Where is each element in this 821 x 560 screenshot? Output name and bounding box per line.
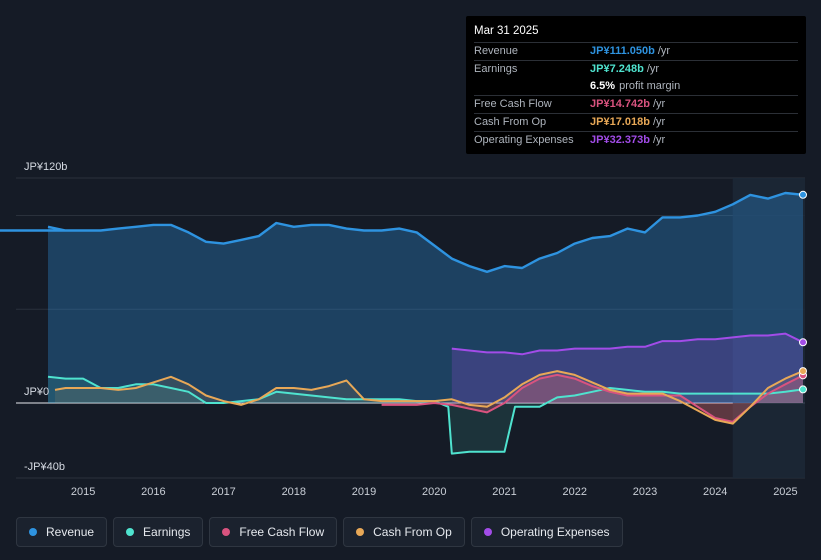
line-operating-expenses <box>451 332 804 356</box>
tooltip-row-revenue: Revenue JP¥111.050b /yr <box>474 42 798 60</box>
free-cash-flow-dot-icon <box>222 528 231 536</box>
legend-item-revenue[interactable]: Revenue <box>16 517 108 547</box>
legend-item-cash-from-op[interactable]: Cash From Op <box>343 517 465 547</box>
x-axis-tick-label: 2016 <box>141 486 165 498</box>
tooltip-row-free-cash-flow: Free Cash Flow JP¥14.742b /yr <box>474 95 798 113</box>
endpoint-earnings <box>799 385 807 394</box>
endpoint-cash-from-op <box>799 367 807 376</box>
tooltip-label: Free Cash Flow <box>474 98 552 110</box>
revenue-dot-icon <box>29 528 37 536</box>
earnings-dot-icon <box>126 528 135 536</box>
line-free-cash-flow <box>381 373 804 423</box>
tooltip-value: 6.5% <box>590 80 616 92</box>
x-axis-tick-label: 2022 <box>563 486 587 498</box>
tooltip-unit: /yr <box>652 98 666 110</box>
y-axis-labels: JP¥120b JP¥0 -JP¥40b <box>24 161 67 473</box>
tooltip-unit: /yr <box>652 116 666 128</box>
tooltip-row-profit-margin: 6.5% profit margin <box>474 78 798 95</box>
tooltip-date: Mar 31 2025 <box>474 25 539 37</box>
legend-label: Free Cash Flow <box>239 525 325 539</box>
tooltip-row-earnings: Earnings JP¥7.248b /yr <box>474 60 798 78</box>
tooltip-row-operating-expenses: Operating Expenses JP¥32.373b /yr <box>474 131 798 149</box>
tooltip-value: JP¥17.018b <box>590 116 650 128</box>
area-earnings <box>48 376 803 454</box>
legend-label: Operating Expenses <box>500 525 610 539</box>
forecast-band <box>732 178 805 478</box>
x-axis-tick-label: 2015 <box>71 486 95 498</box>
endpoint-revenue <box>799 190 807 199</box>
tooltip-unit: profit margin <box>619 80 681 92</box>
tooltip-value: JP¥14.742b <box>590 98 650 110</box>
x-axis-tick-label: 2017 <box>211 486 235 498</box>
line-revenue <box>0 191 804 273</box>
x-axis-tick-label: 2021 <box>492 486 516 498</box>
x-axis-tick-label: 2020 <box>422 486 446 498</box>
x-axis-labels: 2015 2016 2017 2018 2019 2020 2021 2022 2023 2024… <box>71 486 798 498</box>
tooltip-panel: Mar 31 2025 Revenue JP¥111.050b /yr Earn… <box>466 16 806 154</box>
y-axis-label: -JP¥40b <box>24 461 65 473</box>
tooltip-value: JP¥32.373b <box>590 134 650 146</box>
line-cash-from-op <box>54 370 804 425</box>
series-lines <box>0 191 804 455</box>
cash-from-op-dot-icon <box>356 528 365 536</box>
tooltip-value: JP¥7.248b <box>590 63 644 75</box>
y-axis-label: JP¥120b <box>24 161 67 173</box>
tooltip-label: Cash From Op <box>474 116 547 128</box>
x-axis-tick-label: 2023 <box>633 486 657 498</box>
legend-item-free-cash-flow[interactable]: Free Cash Flow <box>209 517 338 547</box>
legend-label: Earnings <box>143 525 191 539</box>
tooltip-unit: /yr <box>646 63 660 75</box>
legend-label: Cash From Op <box>373 525 452 539</box>
tooltip-value: JP¥111.050b <box>590 45 655 57</box>
y-axis-label: JP¥0 <box>24 386 49 398</box>
operating-expenses-dot-icon <box>483 528 492 536</box>
tooltip-label: Earnings <box>474 63 518 75</box>
area-free-cash-flow <box>381 374 803 422</box>
tooltip-label <box>474 78 590 95</box>
tooltip-label: Revenue <box>474 45 519 57</box>
tooltip-unit: /yr <box>657 45 671 57</box>
legend-item-earnings[interactable]: Earnings <box>113 517 204 547</box>
legend-label: Revenue <box>46 525 95 539</box>
area-revenue <box>0 193 803 403</box>
x-axis-tick-label: 2025 <box>773 486 797 498</box>
series-areas <box>0 193 803 454</box>
x-axis-tick-label: 2018 <box>282 486 306 498</box>
area-cash-from-op <box>55 371 803 424</box>
endpoint-operating-expenses <box>799 338 807 347</box>
tooltip-label: Operating Expenses <box>474 134 574 146</box>
tooltip-row-cash-from-op: Cash From Op JP¥17.018b /yr <box>474 113 798 131</box>
legend: Revenue Earnings Free Cash Flow Cash Fro… <box>16 517 623 547</box>
series-endpoints <box>799 190 807 394</box>
x-axis-tick-label: 2019 <box>352 486 376 498</box>
legend-item-operating-expenses[interactable]: Operating Expenses <box>470 517 623 547</box>
chart-grid <box>16 177 805 479</box>
x-axis-tick-label: 2024 <box>703 486 727 498</box>
tooltip-unit: /yr <box>652 134 666 146</box>
